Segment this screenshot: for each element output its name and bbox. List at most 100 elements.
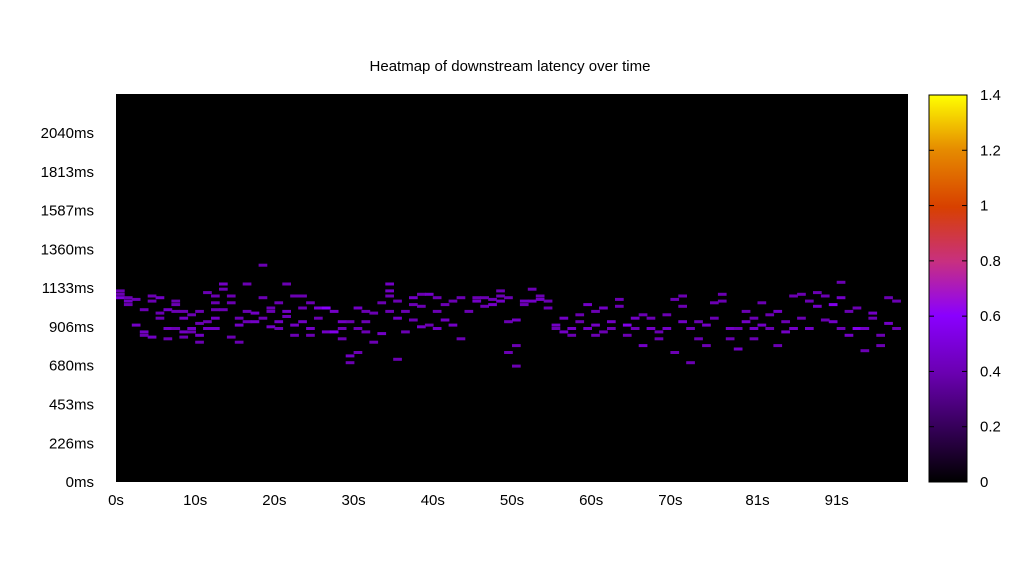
heatmap-cell [527, 287, 537, 291]
heatmap-cell [868, 311, 878, 315]
heatmap-cell [662, 327, 672, 330]
heatmap-cell [171, 299, 181, 303]
heatmap-cell [163, 337, 173, 341]
heatmap-cell [123, 303, 133, 307]
heatmap-cell [203, 327, 212, 330]
heatmap-cell [195, 321, 204, 325]
heatmap-cell [504, 296, 513, 300]
heatmap-cell [242, 320, 252, 324]
heatmap-cell [393, 316, 402, 320]
heatmap-cell [622, 323, 632, 327]
colorbar-tick-label: 0 [980, 474, 988, 491]
heatmap-cell [828, 303, 838, 307]
heatmap-cell [377, 301, 387, 305]
heatmap-cell [496, 299, 505, 303]
heatmap-cell [274, 301, 284, 305]
heatmap-cell [512, 318, 521, 322]
heatmap-cell [789, 327, 798, 330]
heatmap-cell [155, 311, 165, 315]
heatmap-cell [329, 309, 339, 313]
y-tick-label: 226ms [49, 435, 94, 452]
heatmap-cell [797, 292, 806, 296]
heatmap-cell [638, 344, 648, 348]
heatmap-cell [820, 294, 830, 298]
heatmap-cell [219, 287, 228, 291]
heatmap-cell [741, 309, 751, 313]
heatmap-cell [306, 327, 315, 330]
heatmap-cell [353, 327, 363, 330]
heatmap-cell [710, 316, 719, 320]
heatmap-cell [234, 323, 244, 327]
heatmap-cell [519, 299, 529, 303]
heatmap-cell [314, 306, 323, 310]
heatmap-cell [353, 351, 363, 354]
heatmap-cell [543, 306, 553, 310]
heatmap-cell [591, 309, 600, 313]
y-tick-label: 453ms [49, 397, 94, 414]
heatmap-cell [654, 330, 664, 334]
heatmap-cell [702, 344, 711, 348]
heatmap-cell [884, 296, 893, 300]
heatmap-cell [337, 337, 347, 341]
heatmap-cell [607, 327, 616, 330]
heatmap-cell [844, 309, 854, 313]
heatmap-cell [250, 311, 260, 315]
heatmap-cell [361, 330, 371, 334]
colorbar-tick-label: 1 [980, 198, 988, 215]
heatmap-cell [393, 299, 402, 303]
heatmap-cell [496, 289, 505, 293]
heatmap-cell [211, 301, 220, 305]
heatmap-cell [583, 303, 592, 307]
heatmap-cell [654, 337, 664, 341]
heatmap-cell [417, 325, 426, 329]
heatmap-cell [123, 299, 133, 303]
heatmap-cell [361, 320, 371, 324]
heatmap-cell [290, 323, 299, 327]
heatmap-cell [353, 306, 363, 310]
heatmap-cell [385, 282, 394, 286]
heatmap-cell [432, 296, 442, 300]
heatmap-cell [345, 320, 355, 324]
heatmap-cell [805, 327, 814, 330]
heatmap-cell [266, 309, 276, 313]
heatmap-cell [488, 297, 497, 301]
heatmap-cell [321, 330, 331, 334]
y-tick-label: 2040ms [41, 125, 94, 142]
heatmap-cell [892, 327, 901, 330]
heatmap-cell [630, 316, 640, 320]
heatmap-cell [670, 297, 680, 301]
heatmap-cell [171, 327, 181, 330]
heatmap-cell [250, 320, 260, 324]
heatmap-cell [591, 333, 600, 337]
heatmap-cell [163, 308, 173, 312]
heatmap-cell [337, 327, 347, 330]
heatmap-cell [361, 309, 371, 313]
y-tick-label: 680ms [49, 358, 94, 375]
heatmap-cell [306, 333, 315, 337]
heatmap-cells [116, 263, 901, 368]
x-tick-label: 40s [421, 492, 445, 509]
heatmap-cell [321, 306, 331, 310]
heatmap-cell [797, 316, 806, 320]
heatmap-cell [131, 323, 141, 327]
heatmap-cell [702, 323, 711, 327]
heatmap-cell [274, 320, 284, 324]
heatmap-cell [464, 309, 474, 313]
heatmap-cell [219, 308, 228, 312]
heatmap-cell [749, 316, 759, 320]
heatmap-cell [369, 340, 379, 344]
x-tick-label: 30s [342, 492, 366, 509]
heatmap-cell [607, 320, 616, 324]
x-tick-label: 20s [262, 492, 286, 509]
heatmap-cell [258, 263, 268, 267]
heatmap-cell [147, 335, 157, 339]
colorbar-tick-label: 0.2 [980, 419, 1001, 436]
heatmap-cell [781, 330, 790, 334]
x-tick-label: 50s [500, 492, 524, 509]
heatmap-cell [282, 309, 291, 313]
heatmap-cell [504, 320, 513, 324]
heatmap-cell [417, 304, 426, 308]
heatmap-cell [432, 309, 442, 313]
heatmap-cell [686, 327, 695, 330]
